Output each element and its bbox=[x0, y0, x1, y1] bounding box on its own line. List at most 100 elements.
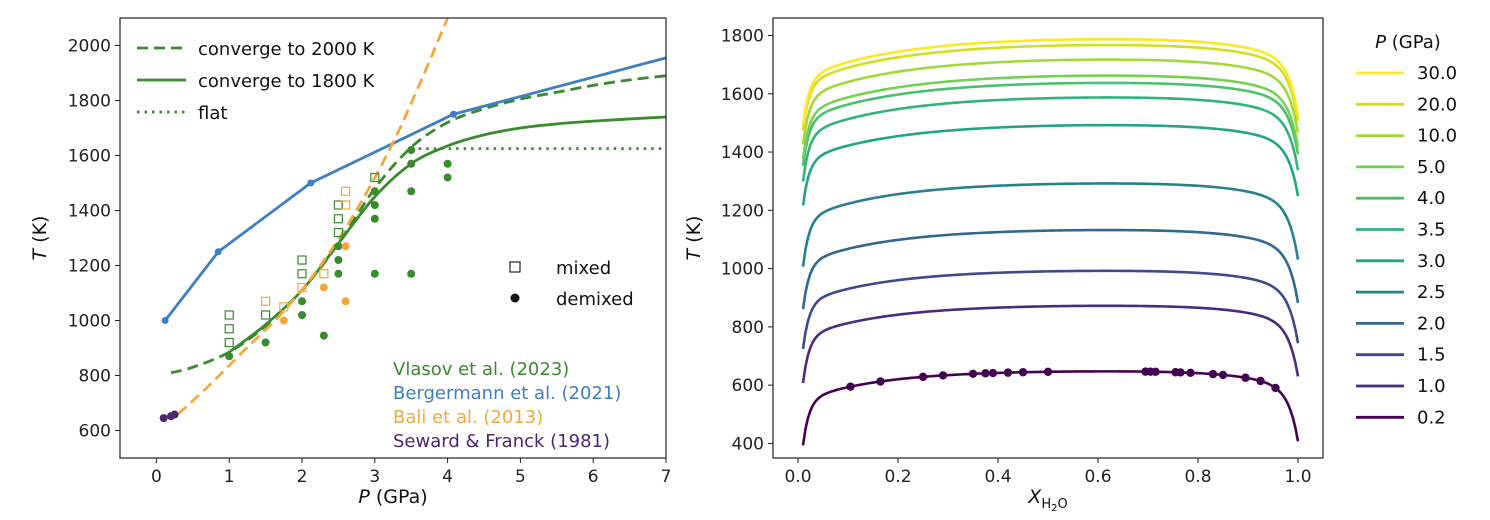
legend-mixed-marker bbox=[509, 261, 521, 273]
mixed-point bbox=[333, 214, 343, 224]
legend-label-flat: flat bbox=[198, 103, 227, 124]
pressure-legend-label: 30.0 bbox=[1417, 63, 1457, 84]
mixed-point bbox=[224, 310, 234, 320]
left-x-tick-label: 0 bbox=[151, 467, 162, 487]
demixed-point bbox=[298, 311, 306, 319]
mixed-point bbox=[341, 186, 351, 196]
left-x-axis-label: P (GPa) bbox=[358, 486, 427, 508]
demixed-point bbox=[443, 173, 452, 182]
right-y-tick-label: 1800 bbox=[721, 26, 764, 46]
pressure-legend-label: 4.0 bbox=[1417, 188, 1446, 209]
mixed-point bbox=[297, 255, 307, 265]
pressure-curve bbox=[801, 304, 1300, 384]
left-series-line-4 bbox=[177, 18, 449, 416]
pressure-legend-label: 3.5 bbox=[1417, 220, 1446, 241]
pressure-curve bbox=[801, 37, 1300, 127]
right-x-tick-label: 0.8 bbox=[1184, 467, 1211, 487]
legend-label-mixed: mixed bbox=[556, 258, 611, 279]
left-x-tick-label: 6 bbox=[588, 467, 599, 487]
mixed-point bbox=[279, 302, 289, 312]
citation-bergermann: Bergermann et al. (2021) bbox=[393, 383, 621, 404]
pressure-curve bbox=[801, 43, 1300, 131]
seward-point bbox=[981, 369, 990, 378]
seward-point bbox=[918, 372, 928, 382]
mixed-point bbox=[341, 200, 351, 210]
legend-label-converge-2000: converge to 2000 K bbox=[198, 39, 376, 60]
right-y-tick-label: 800 bbox=[732, 318, 764, 338]
pressure-legend-label: 1.0 bbox=[1417, 376, 1446, 397]
mixed-point bbox=[261, 310, 271, 320]
mixed-point bbox=[224, 337, 234, 348]
demixed-point bbox=[370, 214, 379, 223]
seward-point bbox=[1003, 368, 1013, 377]
left-y-tick-label: 1200 bbox=[68, 257, 111, 277]
demixed-point bbox=[407, 187, 416, 196]
seward-point bbox=[1151, 367, 1160, 376]
legend-label-demixed: demixed bbox=[556, 289, 634, 310]
demixed-point bbox=[334, 242, 343, 251]
mixed-point bbox=[261, 296, 271, 306]
demixed-point bbox=[443, 159, 452, 168]
seward-point bbox=[1018, 368, 1028, 377]
right-y-axis-label: T (K) bbox=[683, 216, 705, 261]
seward-point bbox=[988, 368, 998, 378]
demixed-point bbox=[225, 352, 234, 361]
pressure-legend-label: 5.0 bbox=[1417, 157, 1446, 178]
left-y-tick-label: 600 bbox=[79, 422, 111, 442]
pressure-legend: 30.0 20.0 10.0 5.0 4.0 3.5 3.0 2.5 2.0 1.5 1.0 0.2 bbox=[1356, 63, 1457, 428]
pressure-legend-label: 3.0 bbox=[1417, 251, 1446, 272]
seward-point bbox=[876, 377, 885, 386]
right-y-tick-label: 600 bbox=[732, 376, 764, 396]
pressure-legend-label: 10.0 bbox=[1417, 126, 1457, 147]
citation-seward: Seward & Franck (1981) bbox=[393, 431, 610, 452]
left-x-tick-label: 5 bbox=[515, 467, 526, 487]
pressure-legend-label: 2.5 bbox=[1417, 282, 1446, 303]
demixed-point bbox=[334, 256, 343, 264]
left-series-line-3 bbox=[164, 56, 666, 322]
seward-point bbox=[1218, 370, 1228, 380]
seward-point bbox=[846, 382, 855, 391]
left-y-tick-label: 1000 bbox=[68, 312, 111, 332]
pressure-legend-label: 0.2 bbox=[1417, 407, 1446, 428]
left-y-axis-label: T (K) bbox=[29, 216, 51, 261]
seward-point bbox=[938, 371, 948, 380]
mixed-point bbox=[319, 269, 329, 279]
demixed-point bbox=[370, 269, 379, 278]
demixed-point bbox=[407, 159, 416, 168]
left-x-tick-label: 4 bbox=[442, 467, 453, 487]
right-y-tick-label: 1600 bbox=[721, 85, 764, 105]
left-y-tick-label: 2000 bbox=[68, 37, 111, 57]
demixed-point bbox=[341, 242, 350, 251]
demixed-point bbox=[298, 297, 306, 306]
left-line-legend: converge to 2000 K converge to 1800 K fl… bbox=[137, 39, 376, 124]
pressure-curve bbox=[801, 74, 1300, 159]
right-x-tick-label: 0.6 bbox=[1084, 467, 1111, 487]
pressure-curve bbox=[801, 123, 1300, 206]
left-plot-frame bbox=[119, 17, 667, 459]
left-citations: Vlasov et al. (2023) Bergermann et al. (… bbox=[393, 359, 621, 452]
mixed-point bbox=[370, 172, 380, 183]
left-x-tick-label: 7 bbox=[661, 467, 672, 487]
pressure-curve bbox=[801, 81, 1300, 167]
seward-point bbox=[1256, 376, 1265, 386]
pressure-curve bbox=[801, 58, 1300, 145]
legend-label-converge-1800: converge to 1800 K bbox=[198, 71, 376, 92]
right-y-tick-label: 1000 bbox=[721, 260, 764, 280]
right-x-tick-label: 0.4 bbox=[984, 467, 1011, 487]
seward-point bbox=[1208, 369, 1218, 379]
demixed-point bbox=[279, 316, 288, 325]
demixed-point bbox=[319, 283, 328, 292]
pressure-curve bbox=[801, 96, 1300, 182]
mixed-point bbox=[224, 324, 234, 334]
left-x-tick-label: 1 bbox=[224, 467, 235, 487]
demixed-point bbox=[319, 331, 328, 340]
left-series-marker bbox=[307, 179, 315, 187]
left-y-tick-label: 800 bbox=[79, 367, 111, 387]
right-chart: 0.0 0.2 0.4 0.6 0.8 1.0 400 600 800 1000 1200 1400… bbox=[683, 17, 1457, 514]
left-x-tick-label: 2 bbox=[297, 467, 308, 487]
left-series-marker bbox=[161, 317, 169, 324]
right-y-tick-label: 400 bbox=[732, 434, 764, 454]
pressure-curve bbox=[801, 182, 1300, 267]
